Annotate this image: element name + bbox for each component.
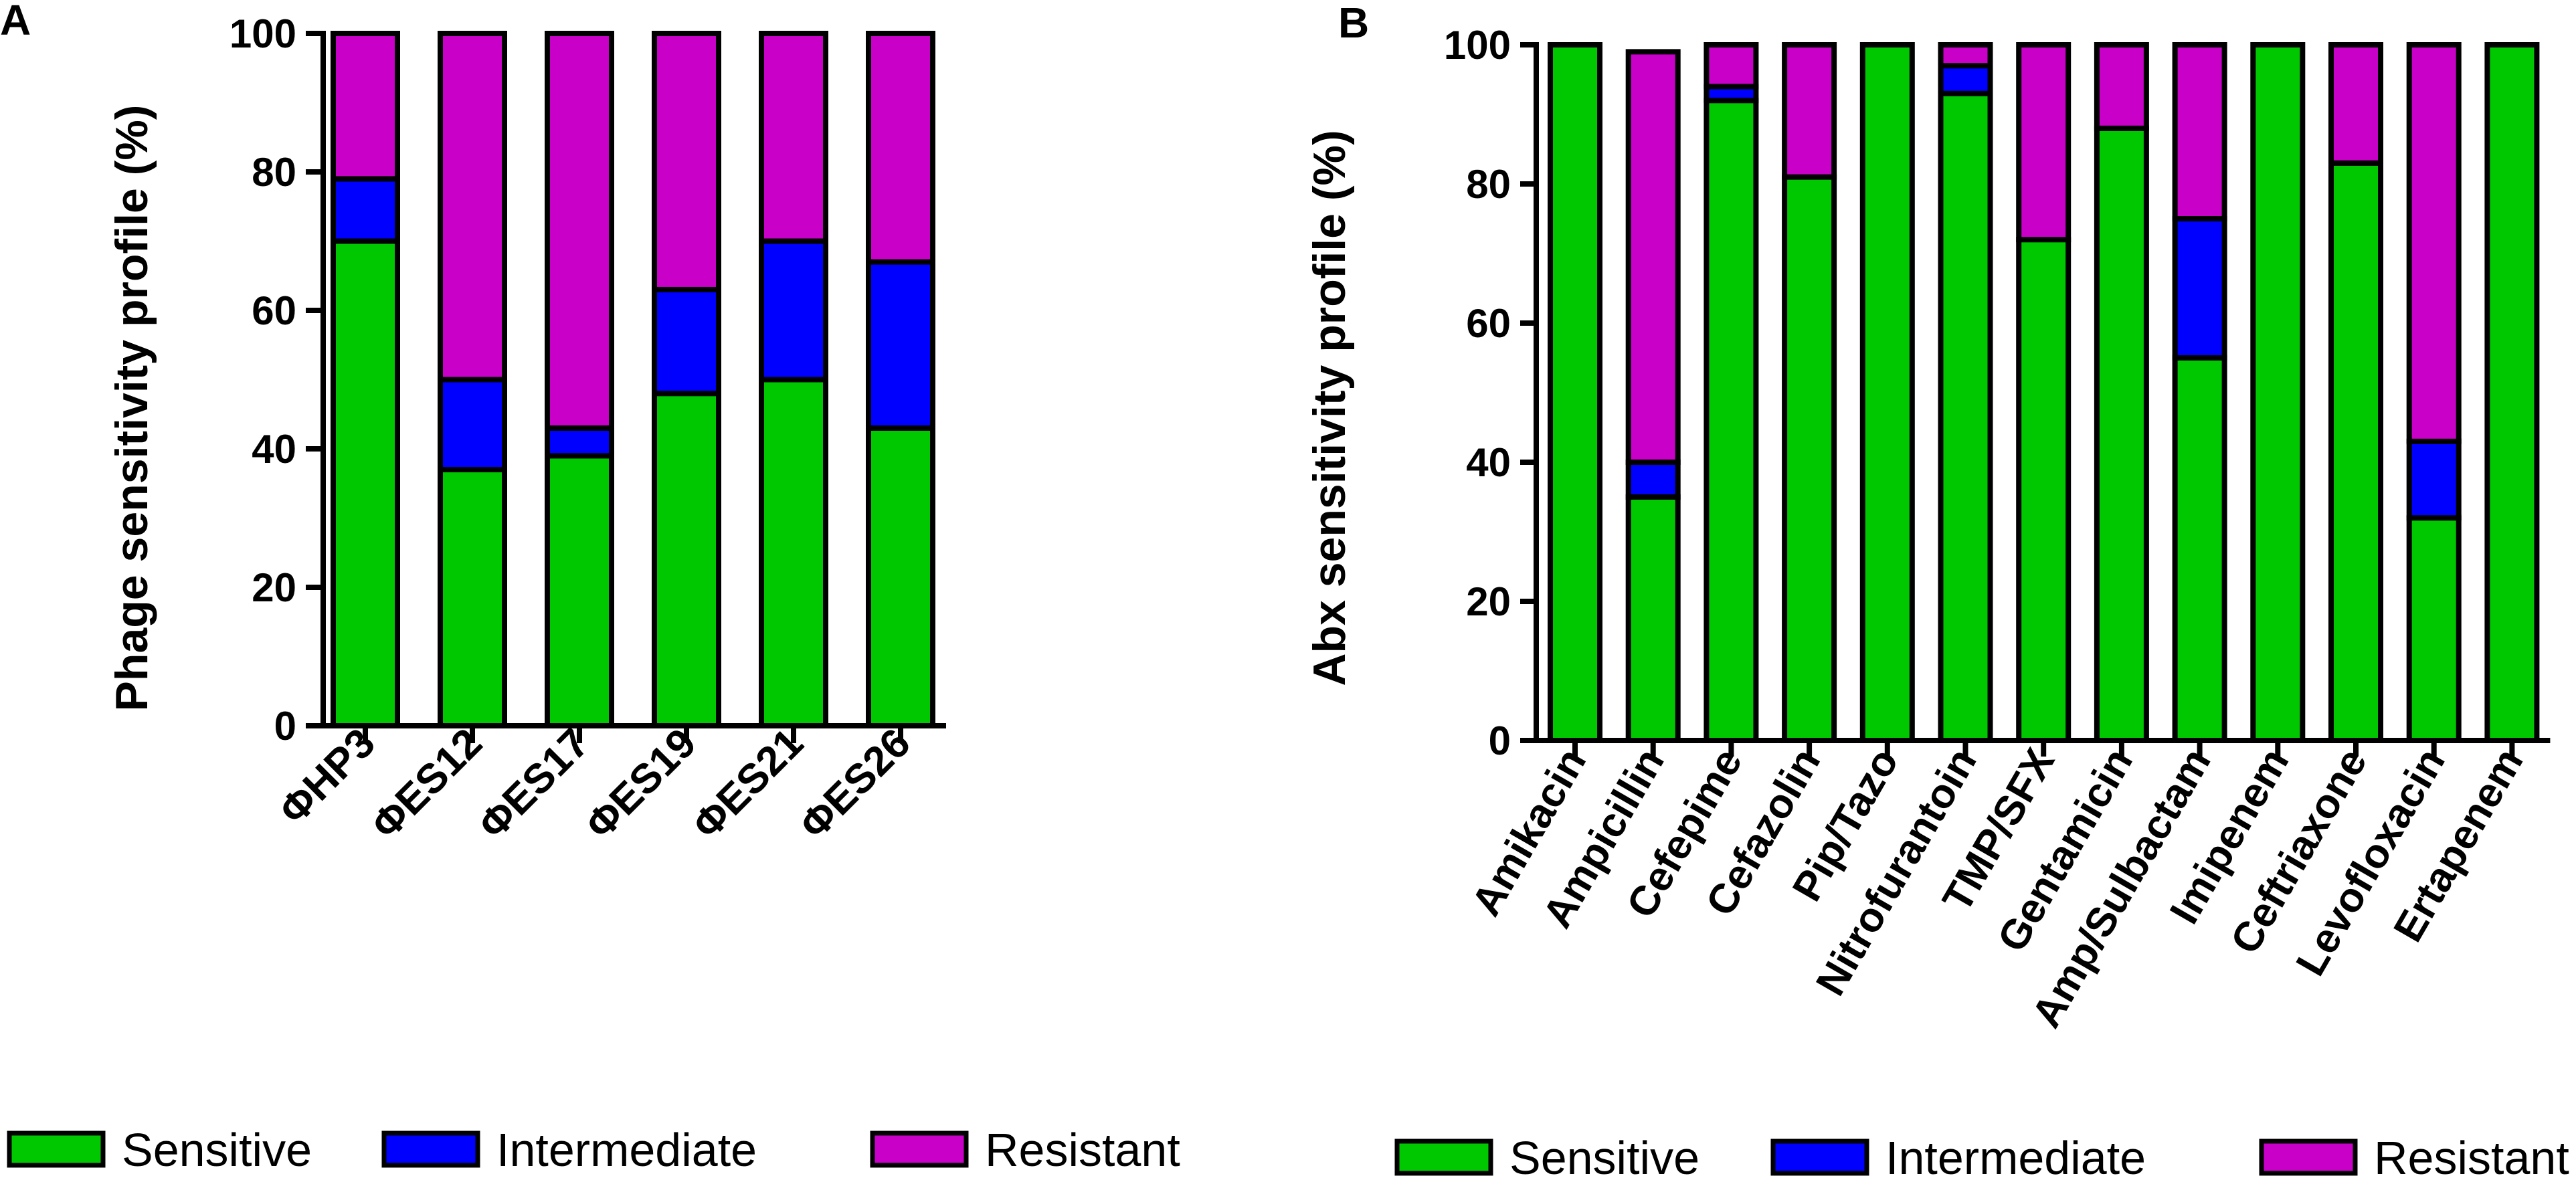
panel-a-bar-sensitive <box>438 467 507 728</box>
panel-a-bar-resistant <box>866 31 935 265</box>
panel-b-y-axis-title: Abx sensitivity profile (%) <box>1304 130 1355 686</box>
panel-a-bar-resistant <box>331 31 400 182</box>
panel-a-letter: A <box>0 0 31 44</box>
panel-a-y-tick-label: 0 <box>274 704 296 749</box>
legend-label-intermediate: Intermediate <box>496 1124 757 1176</box>
panel-b-bar-resistant <box>1782 42 1837 180</box>
legend-swatch-sensitive <box>7 1130 106 1168</box>
panel-b-bar-sensitive <box>2094 125 2149 744</box>
panel-b-bar-intermediate <box>1625 460 1681 500</box>
panel-a-category-label: ΦES17 <box>470 720 598 848</box>
panel-b-bar-sensitive <box>1938 90 1993 744</box>
legend-label-sensitive: Sensitive <box>122 1124 312 1176</box>
panel-a-y-tick-label: 40 <box>252 427 296 472</box>
panel-a-bar-intermediate <box>331 176 400 244</box>
panel-a-bar-intermediate <box>866 259 935 431</box>
panel-b-bar-intermediate <box>2406 438 2462 521</box>
legend-swatch-intermediate <box>381 1130 480 1168</box>
panel-b-bar-sensitive <box>1704 98 1759 743</box>
legend-swatch-sensitive <box>1394 1139 1493 1176</box>
panel-a-category-label: ΦES21 <box>684 720 812 848</box>
panel-a-bar-sensitive <box>545 453 614 728</box>
panel-a-bar-resistant <box>652 31 721 292</box>
panel-a-y-tick-label: 20 <box>252 565 296 610</box>
legend-swatch-resistant <box>870 1130 969 1168</box>
panel-a-y-tick-label: 80 <box>252 150 296 195</box>
legend-label-resistant: Resistant <box>2374 1132 2569 1184</box>
legend-label-resistant: Resistant <box>985 1124 1180 1176</box>
panel-b-bar-resistant <box>1938 42 1993 69</box>
panel-a: A Phage sensitivity profile (%) 0 20 40 60 8… <box>0 0 946 848</box>
legend-label-sensitive: Sensitive <box>1509 1132 1699 1184</box>
panel-b-y-tick-label: 0 <box>1489 718 1511 763</box>
panel-b-bar-intermediate <box>1938 63 1993 96</box>
panel-a-bar-intermediate <box>545 425 614 459</box>
legend-swatch-resistant <box>2259 1139 2358 1176</box>
panel-b-legend: Sensitive Intermediate Resistant <box>1394 1132 2569 1184</box>
panel-b-bar-sensitive <box>2484 42 2540 743</box>
panel-b-y-tick-label: 40 <box>1466 440 1511 485</box>
panel-b-bar-sensitive <box>2250 42 2306 743</box>
panel-b-bar-resistant <box>2094 42 2149 131</box>
panel-a-bar-sensitive <box>652 391 721 728</box>
panel-a-y-tick-label: 60 <box>252 288 296 333</box>
panel-a-bar-sensitive <box>759 377 828 728</box>
panel-b-bar-sensitive <box>1625 494 1681 743</box>
panel-a-bar-intermediate <box>438 377 507 473</box>
panel-a-bar-resistant <box>759 31 828 244</box>
legend-label-intermediate: Intermediate <box>1885 1132 2146 1184</box>
panel-b-bar-sensitive <box>2172 355 2227 743</box>
panel-a-category-label: ΦES26 <box>791 720 919 848</box>
panel-b-bar-resistant <box>1704 42 1759 90</box>
panel-b-bar-sensitive <box>2016 237 2072 743</box>
panel-a-bar-resistant <box>545 31 614 431</box>
panel-b-y-tick-label: 20 <box>1466 579 1511 624</box>
panel-b-bar-resistant <box>1625 49 1681 465</box>
panel-b-y-tick-label: 80 <box>1466 162 1511 207</box>
panel-b-bar-sensitive <box>1548 42 1602 743</box>
panel-a-bar-intermediate <box>652 286 721 397</box>
panel-b-bar-resistant <box>2406 42 2462 444</box>
panel-b-bar-resistant <box>2016 42 2072 243</box>
panel-a-y-axis-title: Phage sensitivity profile (%) <box>106 105 157 712</box>
panel-b-y-tick-label: 100 <box>1444 23 1511 68</box>
panel-a-bar-sensitive <box>866 425 935 728</box>
panel-a-legend: Sensitive Intermediate Resistant <box>7 1124 1180 1176</box>
panel-b-bar-sensitive <box>2406 515 2462 743</box>
panel-b-bar-resistant <box>2328 42 2383 166</box>
panel-b: B Abx sensitivity profile (%) 0 20 40 60 80 1… <box>1304 0 2551 1035</box>
panel-b-bar-sensitive <box>1859 42 1915 743</box>
panel-b-bar-sensitive <box>2328 160 2383 744</box>
panel-a-bar-resistant <box>438 31 507 383</box>
panel-a-bar-sensitive <box>331 238 400 728</box>
panel-b-bar-intermediate <box>2172 216 2227 361</box>
panel-a-category-label: ΦES12 <box>363 720 491 848</box>
panel-a-bar-intermediate <box>759 238 828 383</box>
panel-b-bar-resistant <box>2172 42 2227 221</box>
legend-swatch-intermediate <box>1770 1139 1869 1176</box>
panel-b-bar-sensitive <box>1782 174 1837 744</box>
panel-b-y-tick-label: 60 <box>1466 301 1511 346</box>
panel-a-y-tick-label: 100 <box>229 11 296 56</box>
panel-a-category-label: ΦES19 <box>577 720 705 848</box>
panel-b-letter: B <box>1338 0 1369 47</box>
